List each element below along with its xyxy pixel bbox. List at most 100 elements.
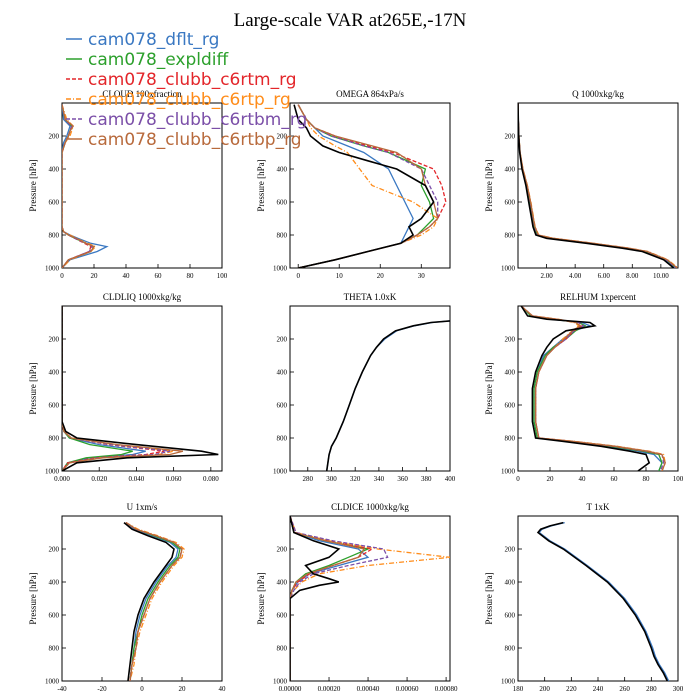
- series-line: [297, 104, 447, 268]
- y-tick-label: 400: [505, 369, 516, 377]
- y-tick-label: 400: [505, 166, 516, 174]
- series-line: [297, 104, 439, 268]
- x-tick-label: 100: [673, 475, 684, 483]
- series-line: [326, 320, 450, 471]
- x-tick-label: 180: [513, 685, 524, 693]
- legend-entry: cam078_clubb_c6rtbm_rg: [88, 110, 307, 130]
- y-tick-label: 600: [49, 402, 60, 410]
- series-line: [520, 306, 665, 471]
- series-line: [62, 306, 184, 471]
- x-tick-label: 0: [296, 272, 300, 280]
- y-tick-label: 1000: [501, 678, 516, 686]
- x-tick-label: 20: [547, 475, 555, 483]
- panel-title: CLDLIQ 1000xkg/kg: [103, 292, 182, 302]
- y-axis-label: Pressure [hPa]: [28, 159, 38, 211]
- y-axis-label: Pressure [hPa]: [484, 572, 494, 624]
- y-tick-label: 600: [505, 199, 516, 207]
- y-axis-label: Pressure [hPa]: [484, 362, 494, 414]
- series-line: [520, 306, 663, 471]
- x-tick-label: 40: [579, 475, 587, 483]
- y-tick-label: 800: [505, 435, 516, 443]
- series-line: [520, 306, 663, 471]
- control-line: [518, 103, 675, 268]
- y-tick-label: 200: [505, 546, 516, 554]
- x-tick-label: 380: [421, 475, 432, 483]
- x-tick-label: 220: [566, 685, 577, 693]
- series-line: [290, 516, 366, 681]
- x-tick-label: 280: [646, 685, 657, 693]
- x-tick-label: 360: [397, 475, 408, 483]
- x-tick-label: -20: [97, 685, 107, 693]
- y-tick-label: 400: [277, 166, 288, 174]
- y-tick-label: 800: [277, 232, 288, 240]
- y-tick-label: 600: [49, 612, 60, 620]
- x-tick-label: 0: [60, 272, 64, 280]
- plot-frame: [517, 305, 679, 472]
- plot-frame: [517, 102, 679, 269]
- x-tick-label: -40: [57, 685, 67, 693]
- legend-entry: cam078_dflt_rg: [88, 30, 219, 50]
- y-tick-label: 200: [49, 546, 60, 554]
- control-line: [536, 521, 669, 681]
- x-tick-label: 80: [643, 475, 651, 483]
- x-tick-label: 6.00: [598, 272, 611, 280]
- series-line: [297, 104, 414, 268]
- x-tick-label: 0.00000: [279, 685, 302, 693]
- figure-title: Large-scale VAR at265E,-17N: [234, 10, 467, 31]
- series-line: [290, 516, 450, 681]
- control-line: [325, 320, 450, 471]
- y-axis-label: Pressure [hPa]: [28, 362, 38, 414]
- y-tick-label: 400: [277, 579, 288, 587]
- series-line: [520, 306, 666, 471]
- control-line: [293, 104, 435, 268]
- x-tick-label: 20: [377, 272, 385, 280]
- y-axis-label: Pressure [hPa]: [256, 572, 266, 624]
- y-tick-label: 1000: [501, 468, 516, 476]
- x-tick-label: 40: [219, 685, 227, 693]
- y-tick-label: 600: [277, 402, 288, 410]
- panel-title: CLOUD 100xfraction: [102, 89, 182, 99]
- y-tick-label: 600: [277, 612, 288, 620]
- panel: Q 1000xkg/kg Pressure [hPa] 200 400 600 800 10…: [484, 89, 679, 280]
- plot-frame: [289, 102, 451, 269]
- x-tick-label: 0.040: [129, 475, 145, 483]
- y-tick-label: 400: [277, 369, 288, 377]
- y-tick-label: 800: [277, 645, 288, 653]
- y-tick-label: 600: [277, 199, 288, 207]
- x-tick-label: 40: [123, 272, 131, 280]
- plot-frame: [61, 305, 223, 472]
- x-tick-label: 10.00: [653, 272, 669, 280]
- x-tick-label: 80: [187, 272, 195, 280]
- plot-frame: [289, 305, 451, 472]
- y-tick-label: 800: [49, 435, 60, 443]
- y-tick-label: 200: [49, 133, 60, 141]
- x-tick-label: 280: [303, 475, 314, 483]
- y-tick-label: 800: [505, 645, 516, 653]
- y-tick-label: 400: [49, 166, 60, 174]
- y-tick-label: 200: [49, 336, 60, 344]
- panel: THETA 1.0xK 200 400 600 800 1000 280 300 320 340 3…: [273, 292, 456, 483]
- legend: cam078_dflt_rgcam078_expldiffcam078_club…: [66, 30, 307, 150]
- x-tick-label: 0.020: [91, 475, 107, 483]
- control-line: [62, 306, 219, 471]
- y-tick-label: 200: [277, 133, 288, 141]
- panel-title: U 1xm/s: [127, 502, 158, 512]
- x-tick-label: 8.00: [626, 272, 639, 280]
- y-tick-label: 800: [49, 232, 60, 240]
- y-tick-label: 1000: [45, 678, 60, 686]
- x-tick-label: 260: [619, 685, 630, 693]
- y-axis-label: Pressure [hPa]: [256, 159, 266, 211]
- x-tick-label: 0.00040: [357, 685, 380, 693]
- control-line: [520, 306, 651, 471]
- control-line: [290, 516, 341, 681]
- x-tick-label: 240: [593, 685, 604, 693]
- x-tick-label: 0.00020: [318, 685, 341, 693]
- y-tick-label: 200: [277, 546, 288, 554]
- legend-entry: cam078_clubb_c6rtp_rg: [88, 90, 291, 110]
- x-tick-label: 4.00: [569, 272, 582, 280]
- panel: CLDICE 1000xkg/kg Pressure [hPa] 200 400 600…: [256, 502, 458, 693]
